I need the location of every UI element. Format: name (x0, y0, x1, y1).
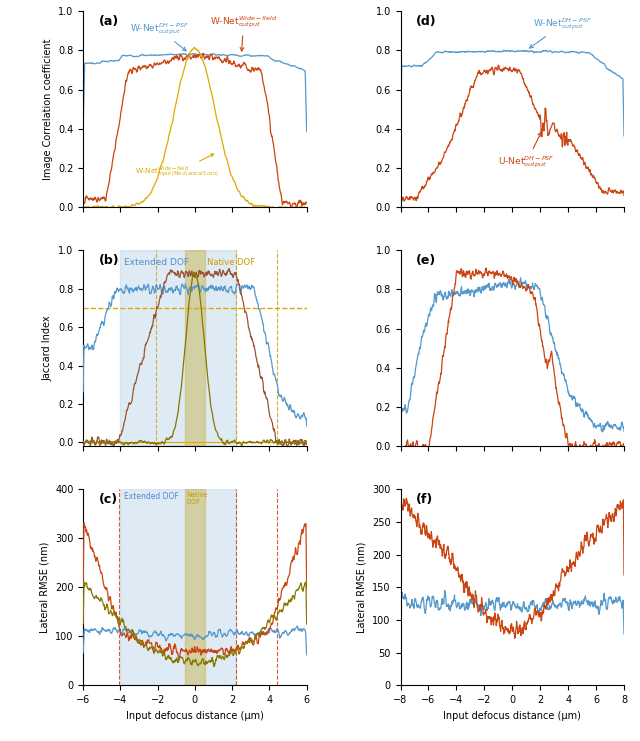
Text: (d): (d) (416, 15, 436, 28)
Bar (120, 250, 236, 446)
Text: Native DOF: Native DOF (207, 258, 255, 267)
Y-axis label: Lateral RMSE (nm): Lateral RMSE (nm) (40, 542, 49, 633)
Text: W-Net$\mathit{^{DH-PSF}_{output}}$: W-Net$\mathit{^{DH-PSF}_{output}}$ (529, 17, 592, 48)
Bar (185, 489, 205, 685)
Bar (120, 489, 236, 685)
Text: Native
DOF: Native DOF (186, 492, 207, 505)
Text: W-Net$\mathit{^{Wide-field}_{output}}$: W-Net$\mathit{^{Wide-field}_{output}}$ (210, 15, 277, 51)
Text: W-Net$\mathit{^{Wide-field}_{Input\,(Mechanical\,Scan)}}$: W-Net$\mathit{^{Wide-field}_{Input\,(Mec… (135, 154, 219, 179)
Y-axis label: Jaccard Index: Jaccard Index (42, 316, 52, 381)
Text: (c): (c) (99, 494, 118, 506)
Text: (e): (e) (416, 254, 436, 268)
X-axis label: Input defocus distance (μm): Input defocus distance (μm) (126, 711, 264, 721)
X-axis label: Input defocus distance (μm): Input defocus distance (μm) (444, 711, 581, 721)
Y-axis label: Lateral RMSE (nm): Lateral RMSE (nm) (356, 542, 367, 633)
Text: U-Net$\mathit{^{DH-PSF}_{output}}$: U-Net$\mathit{^{DH-PSF}_{output}}$ (499, 133, 555, 170)
Text: W-Net$\mathit{^{DH-PSF}_{output}}$: W-Net$\mathit{^{DH-PSF}_{output}}$ (130, 21, 189, 51)
Text: (f): (f) (416, 494, 433, 506)
Bar (185, 250, 205, 446)
Y-axis label: Image Correlation coefficient: Image Correlation coefficient (42, 39, 52, 180)
Text: (a): (a) (99, 15, 119, 28)
Text: (b): (b) (99, 254, 120, 268)
Text: Extended DOF: Extended DOF (124, 492, 179, 501)
Text: Extended DOF: Extended DOF (124, 258, 189, 267)
